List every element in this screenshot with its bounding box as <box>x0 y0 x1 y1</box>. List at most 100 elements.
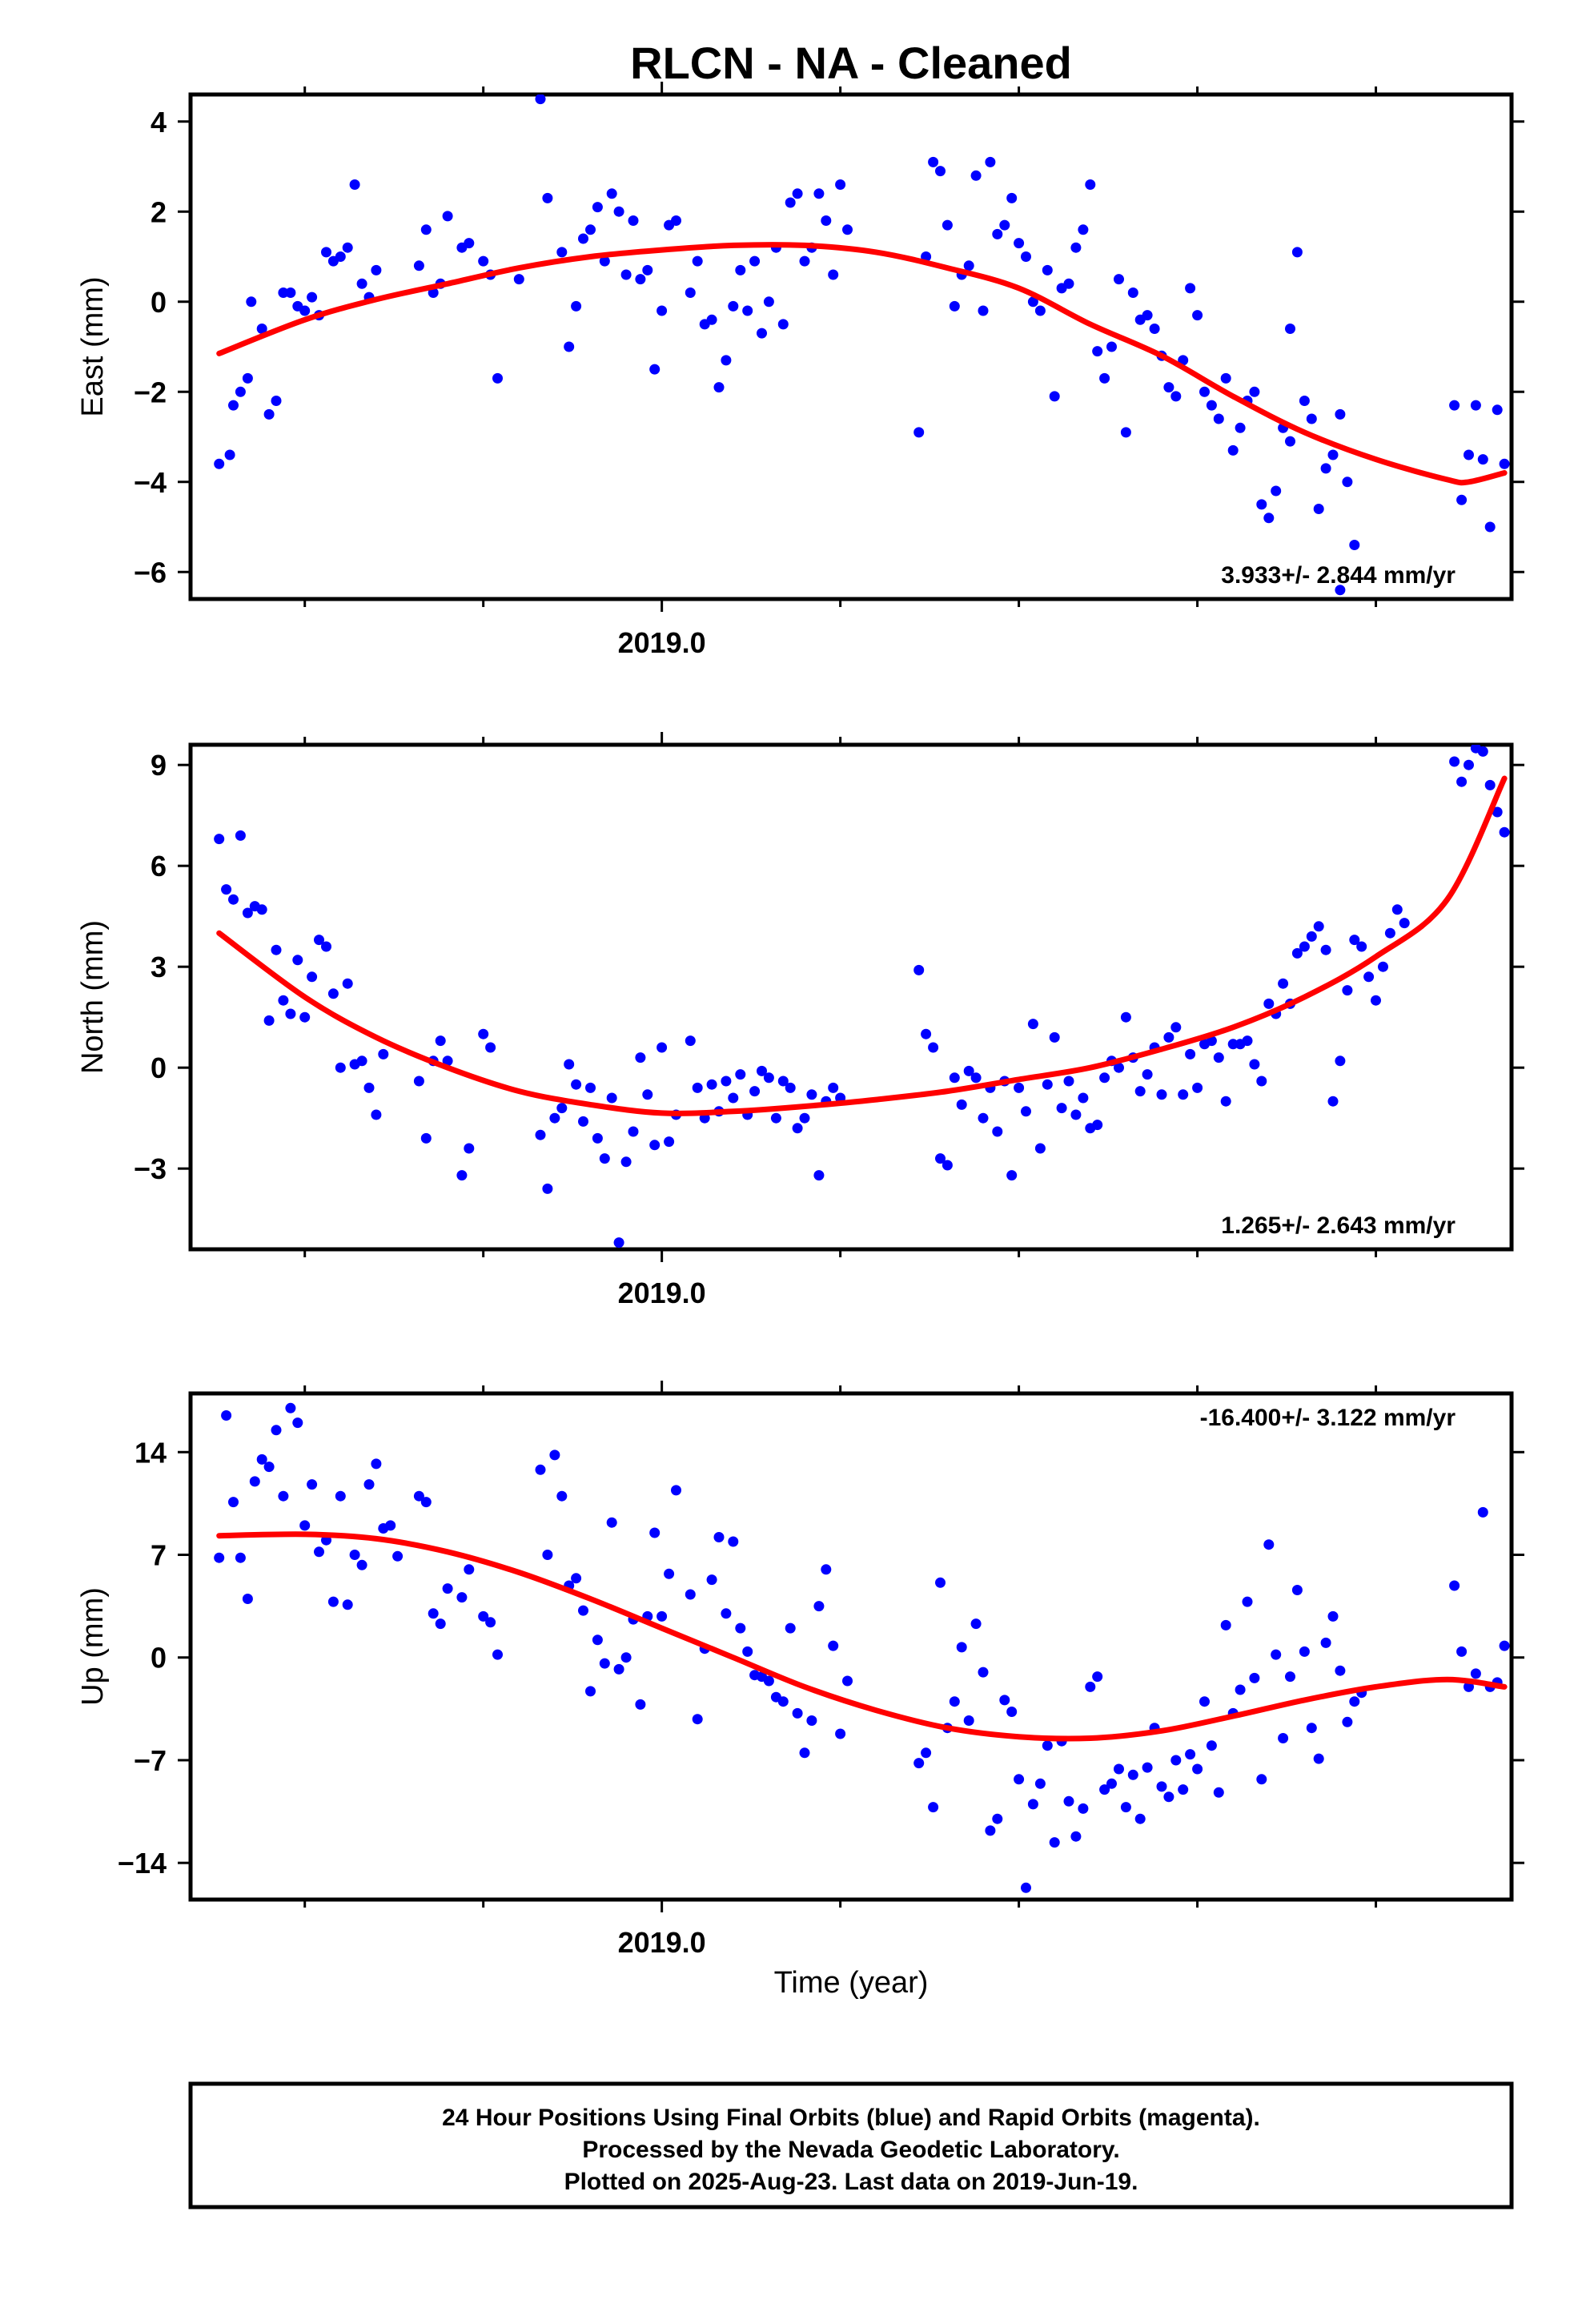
data-point <box>992 1813 1003 1824</box>
data-point <box>649 364 661 375</box>
data-point <box>1464 759 1474 770</box>
data-point <box>735 264 746 275</box>
data-point <box>799 255 810 267</box>
data-point <box>1499 458 1510 469</box>
data-point <box>1006 192 1018 203</box>
data-point <box>1213 1052 1224 1063</box>
data-point <box>1156 1089 1167 1100</box>
data-point <box>428 1608 439 1619</box>
data-point <box>706 1079 717 1090</box>
data-point <box>235 830 246 841</box>
data-point <box>1006 1170 1018 1181</box>
data-point <box>1092 1671 1103 1683</box>
data-point <box>1085 1681 1096 1692</box>
footer-line-2: Processed by the Nevada Geodetic Laborat… <box>582 2137 1119 2163</box>
data-point <box>1456 1646 1468 1657</box>
data-point <box>664 1568 675 1579</box>
data-point <box>1227 444 1239 456</box>
data-point <box>1120 1011 1131 1023</box>
data-point <box>942 219 953 231</box>
data-point <box>285 1402 296 1413</box>
data-point <box>356 1559 367 1570</box>
data-point <box>1163 1031 1174 1043</box>
data-point <box>721 1076 732 1087</box>
up-panel: 14 7 0 −7 −14 2019.0 Up (mm) -16.400+/- 3.122 m… <box>76 1381 1524 1959</box>
data-point <box>642 264 653 275</box>
fit-curve <box>216 775 1508 1116</box>
y-tick-label: 0 <box>151 286 167 319</box>
data-point <box>757 328 767 339</box>
data-point <box>685 1589 696 1600</box>
data-point <box>1021 251 1031 262</box>
data-point <box>556 1103 568 1114</box>
data-point <box>1242 1035 1253 1047</box>
data-point <box>1078 224 1089 235</box>
data-point <box>292 1417 303 1429</box>
data-point <box>1449 756 1460 767</box>
data-point <box>327 988 339 999</box>
data-point <box>435 1618 446 1630</box>
data-point <box>335 251 346 262</box>
data-point <box>1078 1092 1089 1104</box>
data-point <box>792 1123 803 1134</box>
data-point <box>349 1550 360 1560</box>
y-axis-label: North (mm) <box>76 920 110 1074</box>
data-point <box>1078 1803 1089 1814</box>
data-point <box>1120 1802 1131 1813</box>
data-point <box>1042 264 1053 275</box>
data-point <box>578 1605 588 1616</box>
footer-line-1: 24 Hour Positions Using Final Orbits (bl… <box>442 2105 1260 2131</box>
data-point <box>985 156 996 167</box>
data-point <box>1185 1048 1196 1059</box>
plot-frame <box>188 742 1514 1252</box>
data-point <box>492 1649 503 1660</box>
data-point <box>806 1089 817 1100</box>
data-point <box>549 1112 560 1124</box>
data-point <box>692 255 703 267</box>
data-point <box>1220 1096 1231 1107</box>
data-point <box>1335 1055 1346 1067</box>
data-point <box>606 1092 617 1104</box>
data-point <box>299 305 311 316</box>
data-point <box>1263 513 1275 524</box>
data-point <box>542 1183 553 1194</box>
data-point <box>371 1458 382 1470</box>
data-point <box>706 314 717 325</box>
data-point <box>763 296 774 308</box>
data-point <box>1249 386 1260 397</box>
data-point <box>214 834 225 845</box>
data-point <box>578 1116 588 1127</box>
data-point <box>806 1715 817 1726</box>
data-point <box>656 1042 668 1053</box>
data-point <box>1320 1637 1331 1648</box>
data-point <box>721 355 732 366</box>
data-point <box>464 1564 475 1575</box>
data-point <box>1263 1539 1275 1550</box>
data-point <box>1256 1774 1267 1785</box>
data-point <box>1271 1649 1282 1660</box>
data-point <box>1134 1086 1146 1097</box>
data-point <box>664 1136 675 1148</box>
data-point <box>970 1618 982 1630</box>
data-point <box>1042 1740 1053 1751</box>
data-point <box>842 1675 853 1687</box>
x-tick-label: 2019.0 <box>618 626 706 659</box>
data-point <box>214 458 225 469</box>
data-point <box>671 1485 681 1496</box>
data-point <box>1484 521 1496 533</box>
data-point <box>1299 1646 1310 1657</box>
y-tick-label: −4 <box>134 466 167 499</box>
data-point <box>1342 985 1353 996</box>
data-point <box>278 287 289 298</box>
data-point <box>1027 1019 1038 1030</box>
data-point <box>221 1410 232 1421</box>
data-point <box>464 238 475 249</box>
data-point <box>721 1608 732 1619</box>
data-point <box>1099 1072 1110 1084</box>
y-tick-label: 6 <box>151 850 167 883</box>
data-point <box>1384 927 1395 939</box>
data-point <box>1363 971 1375 983</box>
data-point <box>464 1143 475 1154</box>
data-point <box>307 971 318 983</box>
data-point <box>363 1479 375 1490</box>
